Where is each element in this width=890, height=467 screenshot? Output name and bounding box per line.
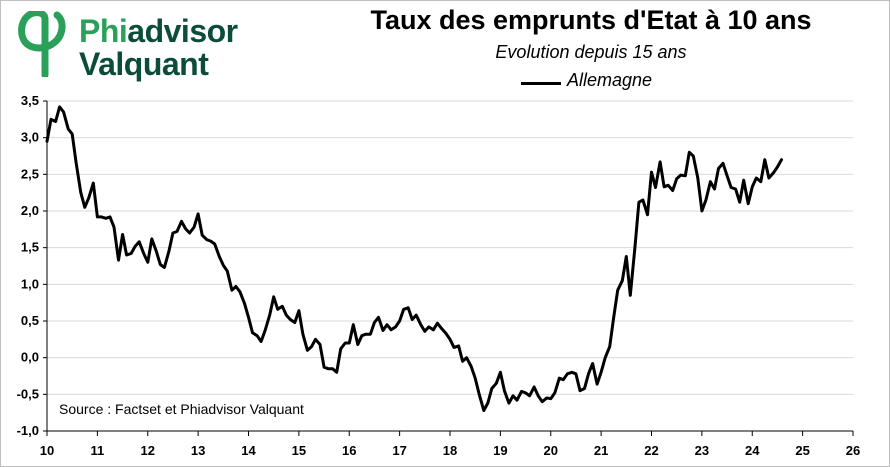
x-tick-label: 15	[292, 443, 306, 458]
brand-name-prefix: Phi	[79, 13, 128, 49]
y-tick-label: -1,0	[17, 423, 39, 438]
x-tick-label: 13	[191, 443, 205, 458]
source-note: Source : Factset et Phiadvisor Valquant	[59, 401, 304, 417]
y-tick-label: 0,0	[21, 350, 39, 365]
x-tick-label: 11	[91, 443, 105, 458]
x-tick-label: 22	[644, 443, 658, 458]
legend-swatch	[521, 82, 561, 85]
y-tick-label: 1,0	[21, 276, 39, 291]
y-tick-label: 3,5	[21, 93, 39, 108]
y-tick-label: 1,5	[21, 240, 39, 255]
x-tick-label: 16	[342, 443, 356, 458]
x-tick-label: 14	[241, 443, 256, 458]
y-tick-label: 2,0	[21, 203, 39, 218]
x-tick-label: 25	[795, 443, 809, 458]
x-tick-label: 10	[40, 443, 54, 458]
y-tick-label: 0,5	[21, 313, 39, 328]
brand-name-suffix: advisor	[127, 13, 238, 49]
x-tick-label: 21	[594, 443, 608, 458]
chart-subtitle: Evolution depuis 15 ans	[495, 42, 687, 62]
x-tick-label: 12	[141, 443, 155, 458]
series-line-allemagne	[45, 105, 783, 412]
x-tick-label: 23	[695, 443, 709, 458]
brand-logo: Phiadvisor Valquant	[15, 11, 255, 81]
phi-swirl-logo-icon	[18, 11, 66, 77]
y-tick-label: -0,5	[17, 386, 39, 401]
y-tick-label: 3,0	[21, 130, 39, 145]
y-tick-label: 2,5	[21, 166, 39, 181]
x-tick-label: 20	[544, 443, 558, 458]
x-tick-label: 19	[493, 443, 507, 458]
x-tick-label: 17	[392, 443, 406, 458]
brand-name-line1: Phiadvisor	[79, 15, 238, 47]
x-tick-label: 26	[846, 443, 860, 458]
x-tick-label: 18	[443, 443, 457, 458]
chart-title: Taux des emprunts d'Etat à 10 ans	[370, 5, 812, 35]
x-tick-label: 24	[745, 443, 760, 458]
legend-label: Allemagne	[567, 70, 653, 90]
brand-name-line2: Valquant	[79, 46, 209, 82]
